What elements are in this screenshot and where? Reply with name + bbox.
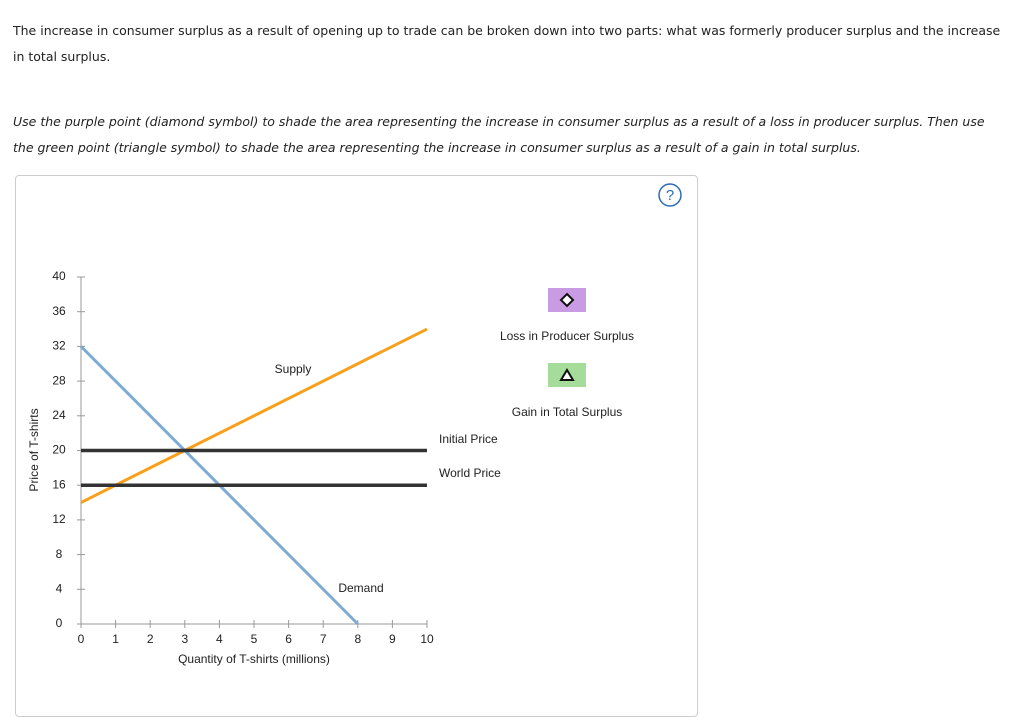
y-tick-label: 0: [56, 616, 63, 630]
y-tick-label: 12: [52, 512, 66, 526]
series-line: [80, 327, 428, 504]
page: The increase in consumer surplus as a re…: [13, 23, 1001, 717]
help-button[interactable]: [658, 183, 682, 207]
tool-label: Loss in Producer Surplus: [500, 329, 634, 343]
tool-label: Gain in Total Surplus: [512, 405, 623, 419]
y-tick-label: 36: [52, 304, 66, 318]
series-label: Initial Price: [439, 432, 498, 446]
x-tick-label: 4: [216, 632, 223, 646]
y-tick-label: 28: [52, 373, 66, 387]
triangle-icon[interactable]: [559, 368, 575, 381]
y-tick-label: 8: [56, 547, 63, 561]
instruction-text: Use the purple point (diamond symbol) to…: [13, 114, 985, 155]
help-icon[interactable]: ?: [666, 187, 674, 204]
x-tick-label: 8: [354, 632, 361, 646]
series-label: World Price: [439, 466, 501, 480]
series-label: Demand: [338, 581, 383, 595]
x-tick-label: 7: [320, 632, 327, 646]
x-tick-label: 3: [181, 632, 188, 646]
y-tick-label: 32: [52, 339, 66, 353]
x-tick-label: 5: [251, 632, 258, 646]
x-tick-label: 6: [285, 632, 292, 646]
series-label: Supply: [275, 362, 312, 376]
x-tick-label: 10: [420, 632, 434, 646]
x-tick-label: 2: [147, 632, 154, 646]
x-tick-label: 9: [389, 632, 396, 646]
y-tick-label: 24: [52, 408, 66, 422]
y-tick-label: 4: [56, 581, 63, 595]
diamond-icon[interactable]: [559, 292, 575, 308]
chart: ? Price of T-shirts Quantity of T-shirts…: [27, 183, 682, 666]
x-tick-label: 0: [78, 632, 85, 646]
y-tick-label: 40: [52, 269, 66, 283]
y-axis-label: Price of T-shirts: [27, 408, 41, 491]
y-tick-label: 16: [52, 477, 66, 491]
y-tick-label: 20: [52, 443, 66, 457]
instruction-text: The increase in consumer surplus as a re…: [13, 23, 1001, 64]
x-axis-label: Quantity of T-shirts (millions): [178, 652, 330, 666]
x-tick-label: 1: [112, 632, 119, 646]
